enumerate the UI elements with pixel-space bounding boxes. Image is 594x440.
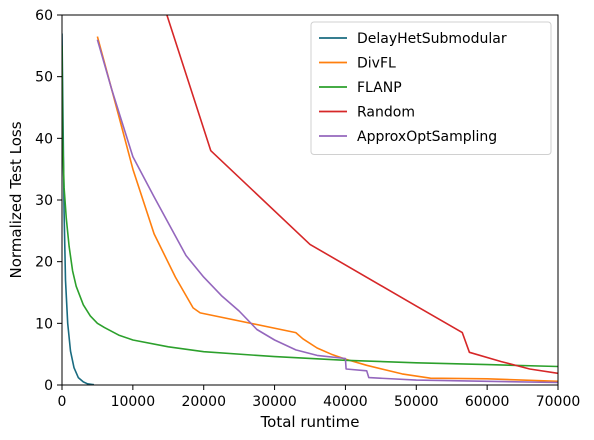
legend-label: FLANP (357, 80, 402, 96)
y-tick-label: 10 (35, 316, 53, 332)
x-tick-label: 0 (58, 394, 67, 410)
y-tick-label: 40 (35, 131, 53, 147)
x-tick-label: 30000 (252, 394, 297, 410)
legend-label: DivFL (357, 56, 396, 72)
x-tick-label: 40000 (323, 394, 368, 410)
legend-label: ApproxOptSampling (357, 129, 497, 145)
x-tick-label: 10000 (111, 394, 156, 410)
y-tick-label: 0 (44, 378, 53, 394)
x-axis-label: Total runtime (260, 413, 360, 431)
x-tick-label: 60000 (465, 394, 510, 410)
y-tick-label: 30 (35, 193, 53, 209)
x-tick-label: 70000 (536, 394, 581, 410)
y-tick-label: 60 (35, 8, 53, 24)
legend-label: Random (357, 105, 415, 121)
x-tick-label: 50000 (394, 394, 439, 410)
series-line-0 (62, 33, 95, 385)
series-line-3 (166, 15, 558, 375)
y-tick-label: 20 (35, 255, 53, 271)
y-tick-label: 50 (35, 70, 53, 86)
series-line-2 (62, 45, 558, 368)
series-layer (62, 15, 558, 385)
legend-label: DelayHetSubmodular (357, 31, 507, 47)
x-axis: 0 10000 20000 30000 40000 50000 60000 70000 (58, 385, 581, 410)
x-tick-label: 20000 (181, 394, 226, 410)
legend: DelayHetSubmodular DivFL FLANP Random Approx… (310, 21, 552, 155)
y-axis: 0 10 20 30 40 50 60 (35, 8, 62, 394)
y-axis-label: Normalized Test Loss (7, 121, 25, 278)
legend-box (310, 21, 552, 155)
series-line-4 (96, 39, 558, 384)
series-line-1 (96, 36, 558, 383)
